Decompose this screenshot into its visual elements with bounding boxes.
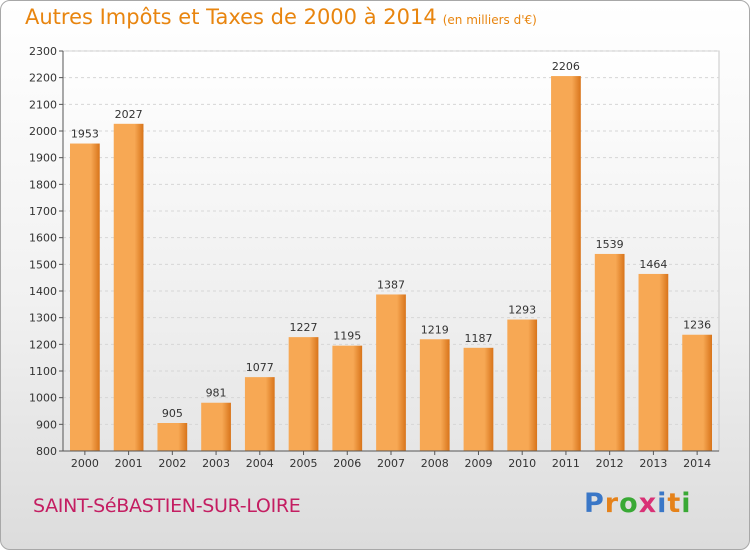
y-tick-label: 800	[36, 445, 57, 458]
x-tick-label: 2007	[377, 457, 405, 470]
x-tick-label: 2006	[333, 457, 361, 470]
x-tick-label: 2009	[464, 457, 492, 470]
bar	[201, 402, 231, 451]
x-tick-label: 2013	[639, 457, 667, 470]
bar	[376, 294, 406, 451]
x-tick-label: 2010	[508, 457, 536, 470]
bar-value-label: 1953	[71, 128, 99, 141]
logo-letter: P	[584, 488, 605, 519]
y-tick-label: 2000	[29, 125, 57, 138]
bar-value-label: 2027	[115, 108, 143, 121]
bar	[332, 345, 363, 451]
logo-letter: o	[619, 488, 639, 519]
bar-value-label: 1195	[333, 330, 361, 343]
y-tick-label: 1500	[29, 258, 57, 271]
bar	[69, 143, 100, 452]
x-tick-label: 2003	[202, 457, 230, 470]
bar	[157, 423, 188, 451]
bar	[463, 347, 494, 451]
bar	[682, 334, 713, 451]
logo-letter: t	[667, 488, 682, 519]
bar	[419, 339, 450, 451]
place-name: SAINT-SéBASTIEN-SUR-LOIRE	[33, 495, 301, 517]
y-tick-label: 2100	[29, 98, 57, 111]
bar-value-label: 1539	[596, 238, 624, 251]
title-text: Autres Impôts et Taxes de 2000 à 2014	[25, 5, 437, 29]
bar-value-label: 1464	[639, 258, 667, 271]
proxiti-logo: Proxiti	[584, 488, 692, 519]
x-tick-label: 2008	[421, 457, 449, 470]
logo-letter: x	[638, 488, 658, 519]
y-tick-label: 1800	[29, 178, 57, 191]
x-tick-label: 2005	[290, 457, 318, 470]
x-tick-label: 2014	[683, 457, 711, 470]
bar	[507, 319, 538, 451]
bar	[288, 337, 319, 451]
bar	[551, 76, 581, 452]
y-tick-label: 1300	[29, 312, 57, 325]
bar-value-label: 905	[162, 407, 183, 420]
logo-letter: i	[681, 488, 692, 519]
x-tick-label: 2002	[158, 457, 186, 470]
bar	[638, 273, 669, 451]
x-tick-label: 2004	[246, 457, 274, 470]
bar-value-label: 1187	[464, 332, 492, 345]
title-unit: (en milliers d'€)	[442, 13, 537, 27]
logo-letter: r	[604, 488, 620, 519]
bar-value-label: 1227	[290, 321, 318, 334]
bar-value-label: 1387	[377, 278, 405, 291]
y-tick-label: 1400	[29, 285, 57, 298]
bar-value-label: 1293	[508, 304, 536, 317]
bar-value-label: 1236	[683, 319, 711, 332]
y-tick-label: 1600	[29, 232, 57, 245]
y-tick-label: 1100	[29, 365, 57, 378]
x-tick-label: 2000	[71, 457, 99, 470]
y-tick-label: 1200	[29, 338, 57, 351]
bar	[244, 377, 275, 451]
y-tick-label: 2300	[29, 45, 57, 58]
bar	[594, 253, 625, 451]
bar	[113, 123, 144, 452]
bar-value-label: 2206	[552, 60, 580, 73]
chart-title: Autres Impôts et Taxes de 2000 à 2014 (en…	[25, 5, 537, 29]
logo-letter: i	[657, 488, 668, 519]
x-tick-label: 2012	[596, 457, 624, 470]
x-tick-label: 2001	[115, 457, 143, 470]
y-tick-label: 1000	[29, 392, 57, 405]
x-tick-label: 2011	[552, 457, 580, 470]
y-tick-label: 2200	[29, 72, 57, 85]
y-tick-label: 1900	[29, 152, 57, 165]
y-tick-label: 1700	[29, 205, 57, 218]
bar-value-label: 1077	[246, 361, 274, 374]
y-tick-label: 900	[36, 418, 57, 431]
bar-value-label: 981	[206, 387, 227, 400]
bar-value-label: 1219	[421, 323, 449, 336]
